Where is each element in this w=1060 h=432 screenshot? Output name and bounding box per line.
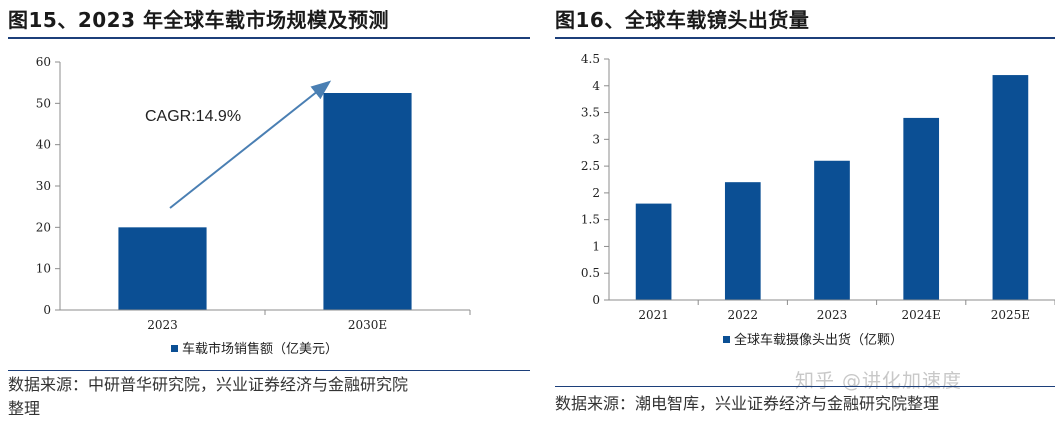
left-legend-label: 车载市场销售额（亿美元） <box>182 341 338 357</box>
left-xtick-label: 2030E <box>348 318 387 332</box>
right-xtick-label: 2021 <box>638 308 669 322</box>
right-ytick-label: 0 <box>592 293 600 307</box>
left-ytick-label: 20 <box>36 220 51 234</box>
right-xtick-label: 2025E <box>991 308 1030 322</box>
right-legend-label: 全球车载摄像头出货（亿颗） <box>734 332 903 348</box>
left-bar <box>323 93 412 310</box>
left-bar-chart: 0 10 20 30 40 50 60 2023 2030E CAGR:14.9% 车载市场销… <box>36 55 471 357</box>
right-bar <box>635 203 672 300</box>
right-ytick-label: 1.5 <box>581 213 600 227</box>
left-title-rule <box>8 37 530 39</box>
left-source-line2: 整理 <box>8 399 41 418</box>
right-source-rule <box>555 386 1055 387</box>
right-legend-swatch <box>723 336 730 343</box>
right-ytick-label: 3.5 <box>581 106 600 120</box>
left-source: 数据来源：中研普华研究院，兴业证券经济与金融研究院 整理 <box>8 373 408 421</box>
left-ytick-label: 50 <box>36 96 51 110</box>
left-legend-swatch <box>171 345 178 352</box>
left-ytick-label: 30 <box>36 179 51 193</box>
left-ytick-label: 60 <box>36 55 51 69</box>
left-chart-title: 图15、2023 年全球车载市场规模及预测 <box>8 8 389 32</box>
cagr-arrow <box>169 80 332 209</box>
right-xtick-label: 2022 <box>728 308 759 322</box>
right-source: 数据来源：潮电智库，兴业证券经济与金融研究院整理 <box>555 394 940 413</box>
left-bar <box>118 227 207 310</box>
cagr-annotation: CAGR:14.9% <box>145 108 241 125</box>
left-source-rule <box>8 370 530 371</box>
right-ytick-label: 2.5 <box>581 159 600 173</box>
left-ytick-label: 40 <box>36 138 51 152</box>
left-ytick-label: 0 <box>43 303 51 317</box>
right-bar <box>724 182 761 300</box>
right-bar <box>903 117 940 301</box>
right-ytick-label: 4 <box>592 79 600 93</box>
right-chart-title: 图16、全球车载镜头出货量 <box>555 8 810 32</box>
right-ytick-label: 4.5 <box>581 52 600 66</box>
right-xtick-label: 2024E <box>902 308 941 322</box>
right-ytick-label: 2 <box>592 186 600 200</box>
right-ytick-label: 0.5 <box>581 266 600 280</box>
right-bar <box>814 160 850 300</box>
right-ytick-label: 3 <box>592 132 600 146</box>
left-source-line1: 数据来源：中研普华研究院，兴业证券经济与金融研究院 <box>8 375 409 394</box>
right-bar <box>992 75 1029 300</box>
watermark: 知乎 @讲化加速度 <box>795 370 963 392</box>
left-ytick-label: 10 <box>36 262 51 276</box>
left-xtick-label: 2023 <box>147 318 178 332</box>
right-ytick-label: 1 <box>592 239 600 253</box>
right-title-rule <box>555 37 1055 39</box>
right-xtick-label: 2023 <box>817 308 848 322</box>
right-bar-chart: 0 0.5 1 1.5 2 2.5 3 3.5 4 4.5 2021 2022 2023 2024E 20… <box>581 52 1055 348</box>
